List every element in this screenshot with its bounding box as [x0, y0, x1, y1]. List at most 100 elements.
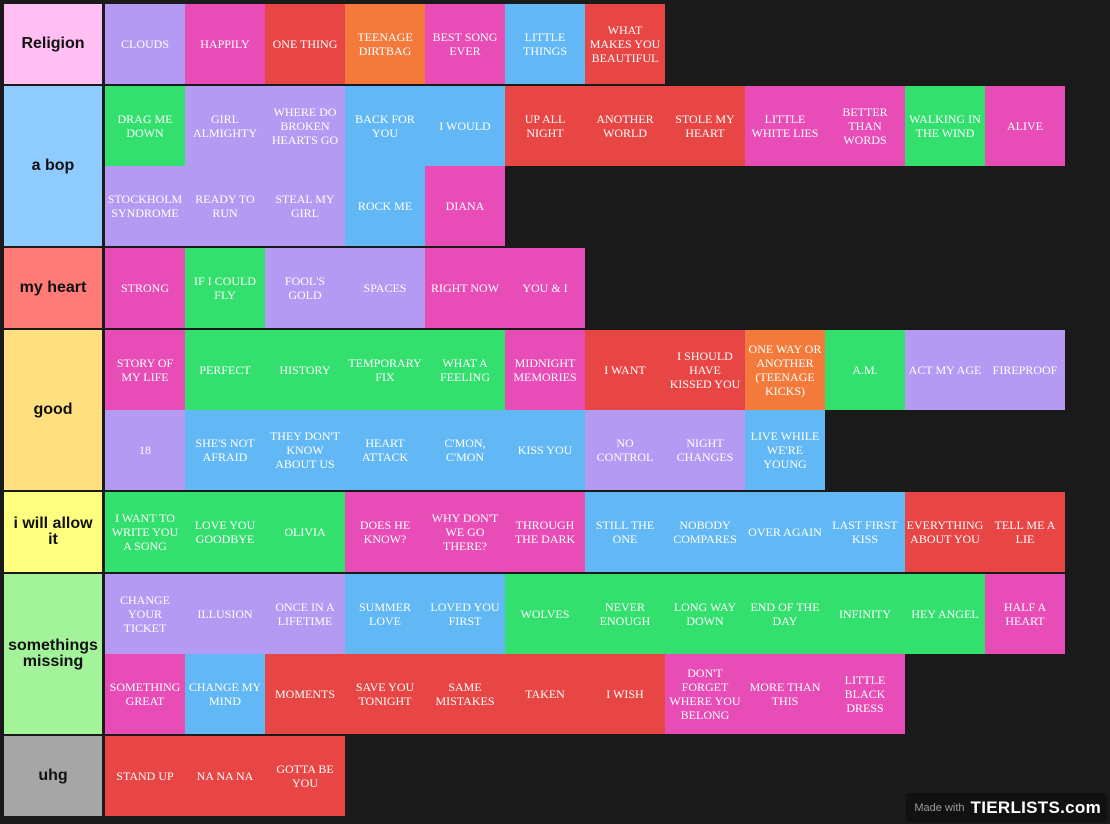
tier-label[interactable]: good — [4, 330, 102, 490]
song-tile[interactable]: NO CONTROL — [585, 410, 665, 490]
song-tile[interactable]: CLOUDS — [105, 4, 185, 84]
song-tile[interactable]: THEY DON'T KNOW ABOUT US — [265, 410, 345, 490]
song-tile[interactable]: LONG WAY DOWN — [665, 574, 745, 654]
song-tile[interactable]: HALF A HEART — [985, 574, 1065, 654]
tier-row: somethings missing CHANGE YOUR TICKET ILLU… — [0, 574, 1110, 734]
song-tile[interactable]: READY TO RUN — [185, 166, 265, 246]
song-tile[interactable]: ONE THING — [265, 4, 345, 84]
song-tile[interactable]: STEAL MY GIRL — [265, 166, 345, 246]
tier-row: uhg STAND UP NA NA NA GOTTA BE YOU — [0, 736, 1110, 816]
song-tile[interactable]: HISTORY — [265, 330, 345, 410]
song-tile[interactable]: ONCE IN A LIFETIME — [265, 574, 345, 654]
song-tile[interactable]: ROCK ME — [345, 166, 425, 246]
song-tile[interactable]: ONE WAY OR ANOTHER (TEENAGE KICKS) — [745, 330, 825, 410]
song-tile[interactable]: HAPPILY — [185, 4, 265, 84]
song-tile[interactable]: RIGHT NOW — [425, 248, 505, 328]
song-tile[interactable]: DOES HE KNOW? — [345, 492, 425, 572]
song-tile[interactable]: WHY DON'T WE GO THERE? — [425, 492, 505, 572]
song-tile[interactable]: SAME MISTAKES — [425, 654, 505, 734]
tier-label[interactable]: somethings missing — [4, 574, 102, 734]
song-tile[interactable]: 18 — [105, 410, 185, 490]
song-tile[interactable]: LITTLE THINGS — [505, 4, 585, 84]
song-tile[interactable]: SOMETHING GREAT — [105, 654, 185, 734]
song-tile[interactable]: WHAT MAKES YOU BEAUTIFUL — [585, 4, 665, 84]
song-tile[interactable]: SPACES — [345, 248, 425, 328]
song-tile[interactable]: NEVER ENOUGH — [585, 574, 665, 654]
tier-items: STORY OF MY LIFE PERFECT HISTORY TEMPORARY … — [105, 330, 1105, 490]
song-tile[interactable]: I SHOULD HAVE KISSED YOU — [665, 330, 745, 410]
song-tile[interactable]: THROUGH THE DARK — [505, 492, 585, 572]
song-tile[interactable]: SAVE YOU TONIGHT — [345, 654, 425, 734]
song-tile[interactable]: LAST FIRST KISS — [825, 492, 905, 572]
tier-label[interactable]: a bop — [4, 86, 102, 246]
song-tile[interactable]: BACK FOR YOU — [345, 86, 425, 166]
tier-label[interactable]: Religion — [4, 4, 102, 84]
song-tile[interactable]: DRAG ME DOWN — [105, 86, 185, 166]
song-tile[interactable]: HEY ANGEL — [905, 574, 985, 654]
song-tile[interactable]: LITTLE BLACK DRESS — [825, 654, 905, 734]
song-tile[interactable]: BEST SONG EVER — [425, 4, 505, 84]
song-tile[interactable]: STAND UP — [105, 736, 185, 816]
song-tile[interactable]: I WOULD — [425, 86, 505, 166]
song-tile[interactable]: ILLUSION — [185, 574, 265, 654]
tier-items: STRONG IF I COULD FLY FOOL'S GOLD SPACES RIG… — [105, 248, 1105, 328]
song-tile[interactable]: ACT MY AGE — [905, 330, 985, 410]
song-tile[interactable]: I WANT TO WRITE YOU A SONG — [105, 492, 185, 572]
song-tile[interactable]: LITTLE WHITE LIES — [745, 86, 825, 166]
song-tile[interactable]: WOLVES — [505, 574, 585, 654]
song-tile[interactable]: LOVED YOU FIRST — [425, 574, 505, 654]
song-tile[interactable]: NIGHT CHANGES — [665, 410, 745, 490]
song-tile[interactable]: SHE'S NOT AFRAID — [185, 410, 265, 490]
song-tile[interactable]: DON'T FORGET WHERE YOU BELONG — [665, 654, 745, 734]
song-tile[interactable]: OVER AGAIN — [745, 492, 825, 572]
song-tile[interactable]: SUMMER LOVE — [345, 574, 425, 654]
song-tile[interactable]: ALIVE — [985, 86, 1065, 166]
tier-items: I WANT TO WRITE YOU A SONG LOVE YOU GOODB… — [105, 492, 1105, 572]
song-tile[interactable]: TELL ME A LIE — [985, 492, 1065, 572]
song-tile[interactable]: INFINITY — [825, 574, 905, 654]
song-tile[interactable]: MIDNIGHT MEMORIES — [505, 330, 585, 410]
song-tile[interactable]: UP ALL NIGHT — [505, 86, 585, 166]
song-tile[interactable]: I WISH — [585, 654, 665, 734]
song-tile[interactable]: NOBODY COMPARES — [665, 492, 745, 572]
song-tile[interactable]: DIANA — [425, 166, 505, 246]
song-tile[interactable]: WHERE DO BROKEN HEARTS GO — [265, 86, 345, 166]
song-tile[interactable]: WALKING IN THE WIND — [905, 86, 985, 166]
song-tile[interactable]: EVERYTHING ABOUT YOU — [905, 492, 985, 572]
song-tile[interactable]: STOLE MY HEART — [665, 86, 745, 166]
song-tile[interactable]: TEENAGE DIRTBAG — [345, 4, 425, 84]
song-tile[interactable]: HEART ATTACK — [345, 410, 425, 490]
song-tile[interactable]: A.M. — [825, 330, 905, 410]
song-tile[interactable]: KISS YOU — [505, 410, 585, 490]
song-tile[interactable]: YOU & I — [505, 248, 585, 328]
song-tile[interactable]: NA NA NA — [185, 736, 265, 816]
song-tile[interactable]: CHANGE MY MIND — [185, 654, 265, 734]
song-tile[interactable]: MORE THAN THIS — [745, 654, 825, 734]
song-tile[interactable]: TEMPORARY FIX — [345, 330, 425, 410]
song-tile[interactable]: FIREPROOF — [985, 330, 1065, 410]
song-tile[interactable]: CHANGE YOUR TICKET — [105, 574, 185, 654]
song-tile[interactable]: I WANT — [585, 330, 665, 410]
tier-label[interactable]: uhg — [4, 736, 102, 816]
song-tile[interactable]: END OF THE DAY — [745, 574, 825, 654]
song-tile[interactable]: IF I COULD FLY — [185, 248, 265, 328]
song-tile[interactable]: ANOTHER WORLD — [585, 86, 665, 166]
song-tile[interactable]: TAKEN — [505, 654, 585, 734]
song-tile[interactable]: LOVE YOU GOODBYE — [185, 492, 265, 572]
song-tile[interactable]: STILL THE ONE — [585, 492, 665, 572]
tier-label[interactable]: i will allow it — [4, 492, 102, 572]
song-tile[interactable]: STOCKHOLM SYNDROME — [105, 166, 185, 246]
song-tile[interactable]: OLIVIA — [265, 492, 345, 572]
song-tile[interactable]: GOTTA BE YOU — [265, 736, 345, 816]
song-tile[interactable]: FOOL'S GOLD — [265, 248, 345, 328]
song-tile[interactable]: BETTER THAN WORDS — [825, 86, 905, 166]
song-tile[interactable]: WHAT A FEELING — [425, 330, 505, 410]
song-tile[interactable]: STRONG — [105, 248, 185, 328]
song-tile[interactable]: GIRL ALMIGHTY — [185, 86, 265, 166]
song-tile[interactable]: PERFECT — [185, 330, 265, 410]
tier-label[interactable]: my heart — [4, 248, 102, 328]
song-tile[interactable]: LIVE WHILE WE'RE YOUNG — [745, 410, 825, 490]
song-tile[interactable]: C'MON, C'MON — [425, 410, 505, 490]
song-tile[interactable]: MOMENTS — [265, 654, 345, 734]
song-tile[interactable]: STORY OF MY LIFE — [105, 330, 185, 410]
